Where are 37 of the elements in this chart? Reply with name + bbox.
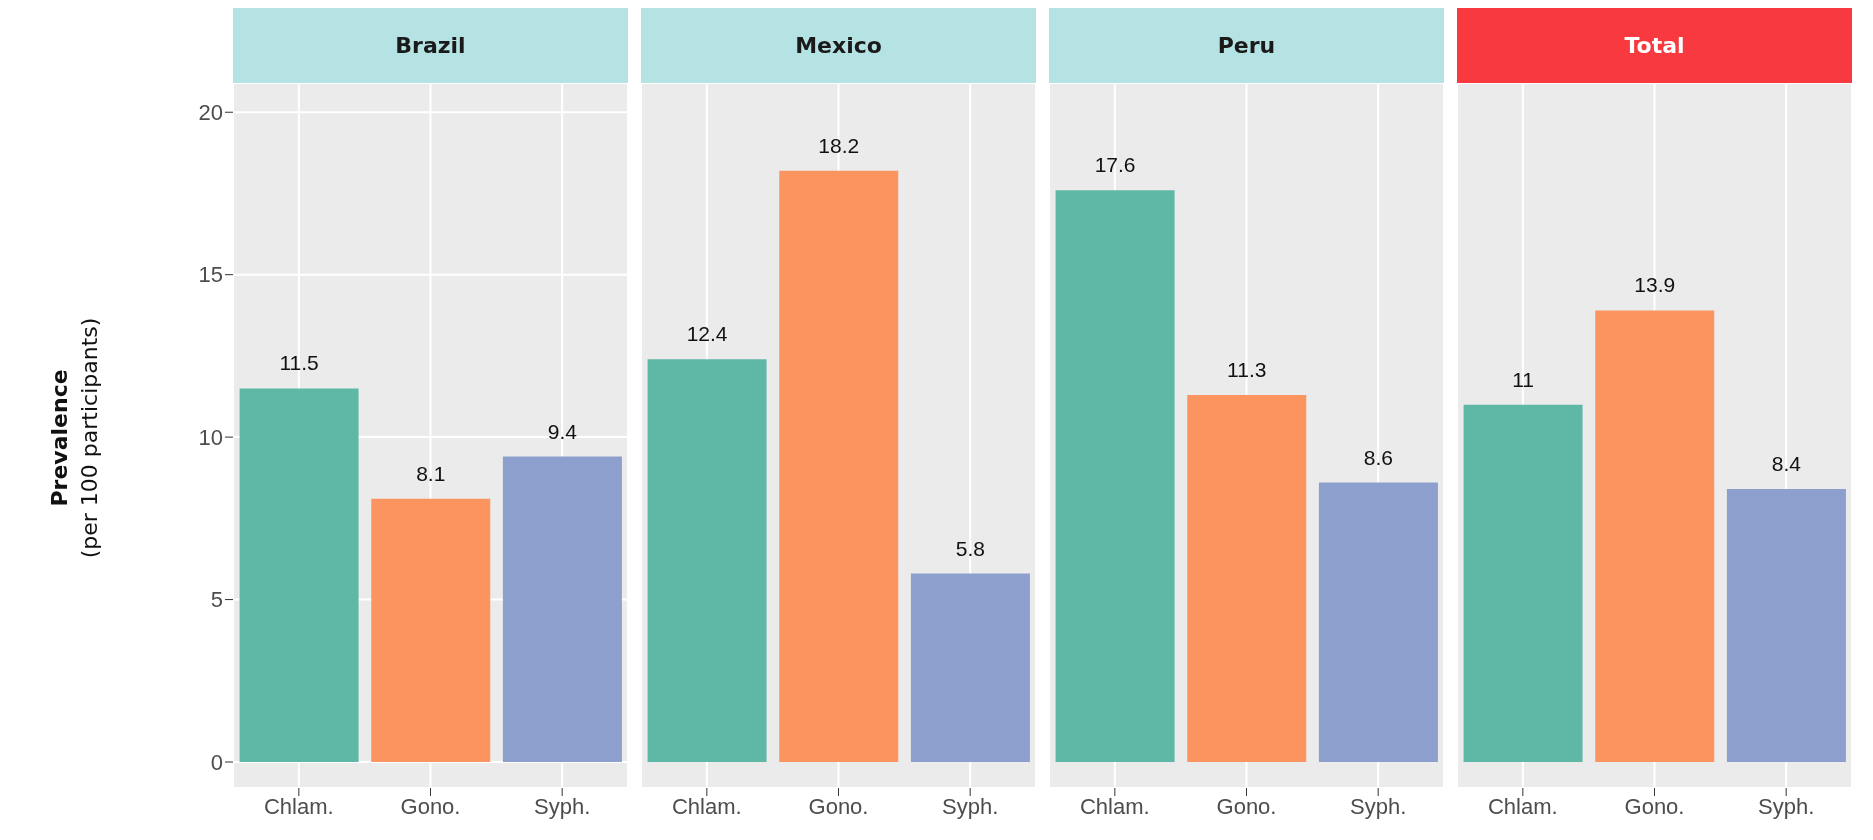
data-label: 11.3 [1227, 357, 1267, 381]
chart-title: Brazil [233, 8, 628, 83]
y-tick-label: 10 [198, 424, 223, 450]
data-label: 13.9 [1634, 273, 1676, 297]
data-label: 11 [1512, 367, 1534, 391]
x-tick-label: Gono. [400, 793, 461, 819]
data-label: 8.1 [416, 461, 446, 485]
x-tick-label: Syph. [1758, 793, 1815, 819]
y-axis-title: Prevalence (per 100 participants) [47, 317, 102, 559]
x-tick-label: Chlam. [1079, 793, 1150, 819]
bar [239, 388, 359, 763]
chart-title: Mexico [641, 8, 1036, 83]
bar [371, 498, 491, 763]
x-tick-label: Syph. [942, 793, 999, 819]
data-label: 17.6 [1094, 153, 1136, 177]
data-label: 5.8 [955, 536, 986, 560]
x-tick-label: Gono. [808, 793, 869, 819]
y-tick-label: 15 [198, 262, 223, 288]
data-label: 12.4 [686, 322, 728, 346]
x-tick-label: Chlam. [671, 793, 742, 819]
x-tick-label: Chlam. [1487, 793, 1558, 819]
y-tick-label: 5 [210, 587, 223, 613]
x-tick-label: Gono. [1624, 793, 1685, 819]
x-tick-label: Syph. [1350, 793, 1407, 819]
y-tick-label: 0 [210, 749, 223, 775]
chart-title: Total [1457, 8, 1852, 83]
x-tick-label: Chlam. [263, 793, 334, 819]
data-label: 8.4 [1771, 452, 1802, 476]
data-label: 9.4 [547, 419, 578, 443]
x-tick-label: Syph. [534, 793, 591, 819]
data-label: 8.6 [1363, 445, 1394, 469]
x-tick-label: Gono. [1216, 793, 1277, 819]
y-tick-label: 20 [198, 100, 223, 126]
chart-title: Peru [1049, 8, 1444, 83]
bar [502, 456, 622, 763]
data-label: 18.2 [818, 133, 860, 157]
data-label: 11.5 [279, 351, 319, 375]
